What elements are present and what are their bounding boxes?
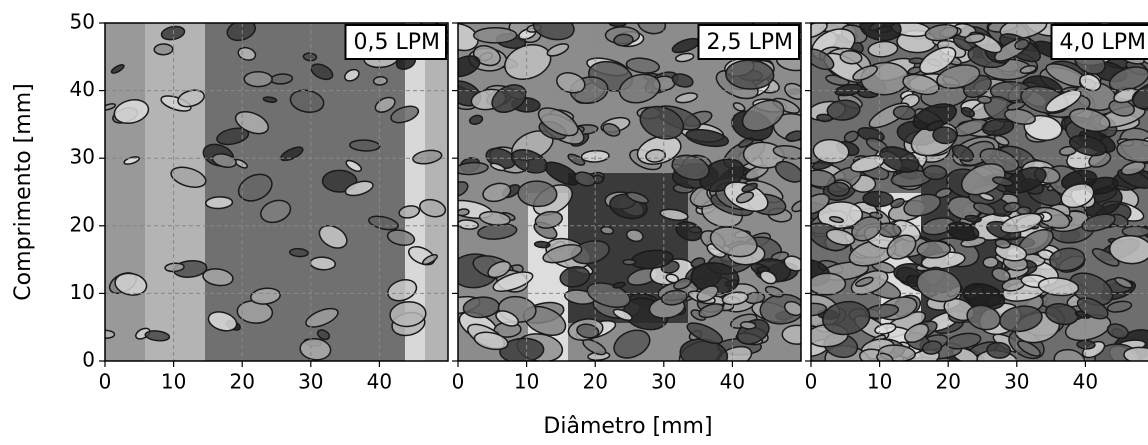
y-tick-label: 0 <box>82 348 95 372</box>
panel-label: 2,5 LPM <box>707 30 794 55</box>
x-tick-label: 30 <box>298 370 323 394</box>
bubble <box>828 182 850 197</box>
panel-label: 4,0 LPM <box>1060 30 1147 55</box>
x-tick-label: 0 <box>452 370 465 394</box>
bubble <box>205 196 232 209</box>
bubble <box>244 72 272 87</box>
x-tick-label: 30 <box>651 370 676 394</box>
bubble <box>154 44 173 55</box>
x-tick-label: 20 <box>582 370 607 394</box>
bubble <box>863 191 894 207</box>
y-tick-label: 40 <box>70 77 95 101</box>
left-band <box>105 23 145 361</box>
bubble <box>303 53 317 61</box>
x-tick-label: 20 <box>935 370 960 394</box>
y-tick-label: 20 <box>70 212 95 236</box>
y-tick-label: 10 <box>70 280 95 304</box>
y-tick-label: 30 <box>70 145 95 169</box>
x-tick-label: 0 <box>805 370 818 394</box>
x-tick-label: 30 <box>1004 370 1029 394</box>
bubble <box>1122 226 1148 236</box>
ruler-strip <box>205 23 405 361</box>
bubble <box>987 342 1011 359</box>
x-tick-label: 0 <box>99 370 112 394</box>
bubble <box>373 76 387 85</box>
y-tick-label: 50 <box>70 10 95 34</box>
x-tick-label: 40 <box>367 370 392 394</box>
bubble <box>983 257 998 268</box>
bubble <box>782 325 812 345</box>
bubble <box>978 96 992 104</box>
photo <box>791 8 1148 379</box>
x-tick-label: 40 <box>1073 370 1098 394</box>
x-tick-label: 10 <box>514 370 539 394</box>
bubble <box>923 165 947 180</box>
x-tick-label: 10 <box>161 370 186 394</box>
y-axis-label: Comprimento [mm] <box>11 83 36 300</box>
bubble <box>289 248 308 257</box>
bubble <box>474 28 517 43</box>
bubble <box>917 241 950 259</box>
panel-label: 0,5 LPM <box>354 30 441 55</box>
x-tick-label: 20 <box>229 370 254 394</box>
bubble <box>534 241 550 248</box>
photo <box>95 17 457 361</box>
x-tick-label: 10 <box>867 370 892 394</box>
bubble <box>1077 340 1095 349</box>
x-axis-label: Diâmetro [mm] <box>543 414 712 439</box>
x-tick-label: 40 <box>720 370 745 394</box>
bubble <box>808 273 845 295</box>
bubble <box>623 260 635 265</box>
bubble <box>740 321 756 329</box>
photo <box>436 11 814 373</box>
